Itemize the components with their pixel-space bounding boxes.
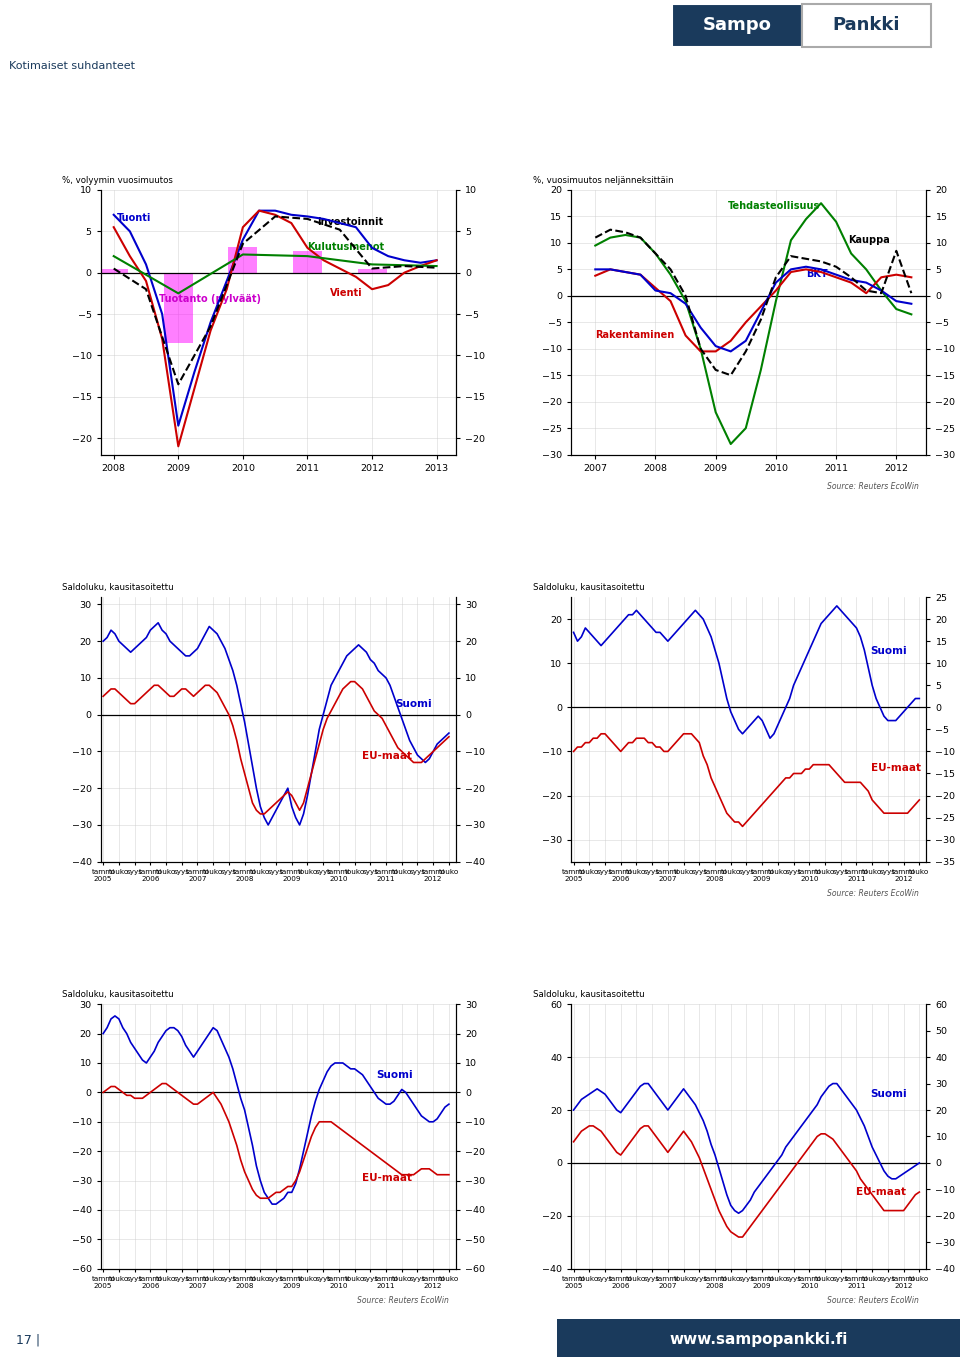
Text: EU-maat: EU-maat [363,750,413,761]
Text: Saldoluku, kausitasoitettu: Saldoluku, kausitasoitettu [533,991,644,999]
Text: Investoinnit: Investoinnit [317,217,383,227]
Text: Kulutusmenot: Kulutusmenot [307,242,385,251]
Text: Source: Reuters EcoWin: Source: Reuters EcoWin [828,482,920,491]
Text: Saldoluku, kausitasoitettu: Saldoluku, kausitasoitettu [62,584,174,592]
Text: Suomi: Suomi [871,646,907,657]
Text: Palvelualojen luottamus: Palvelualojen luottamus [538,947,680,959]
Bar [357,269,387,273]
Text: Pankki: Pankki [832,16,900,34]
Text: Source: Reuters EcoWin: Source: Reuters EcoWin [828,1296,920,1305]
FancyBboxPatch shape [672,4,802,47]
Text: Tuotanto (pylväät): Tuotanto (pylväät) [159,293,261,304]
Text: Kauppa: Kauppa [848,235,890,244]
Text: Saldoluku, kausitasoitettu: Saldoluku, kausitasoitettu [62,991,174,999]
Text: BKT: BKT [806,269,828,280]
Text: Kuluttajien luottamus: Kuluttajien luottamus [538,540,665,552]
Text: Rakentaminen: Rakentaminen [595,330,675,341]
Text: EU-maat: EU-maat [871,763,921,773]
Bar [293,251,322,273]
Text: Tuotanto toimialoittain: Tuotanto toimialoittain [538,133,672,145]
Text: %, volyymin vuosimuutos: %, volyymin vuosimuutos [62,176,173,185]
Text: Saldoluku, kausitasoitettu: Saldoluku, kausitasoitettu [533,584,644,592]
Text: Suomi: Suomi [376,1069,413,1080]
Text: %, vuosimuutos neljänneksittäin: %, vuosimuutos neljänneksittäin [533,176,673,185]
Text: Source: Reuters EcoWin: Source: Reuters EcoWin [357,1296,449,1305]
Text: Sampo: Sampo [703,16,772,34]
Text: www.sampopankki.fi: www.sampopankki.fi [669,1333,848,1348]
Text: Teollisuuden luottamus: Teollisuuden luottamus [67,540,204,552]
Bar [164,273,193,343]
Text: Suomi: Suomi [871,1088,907,1099]
Text: Tehdasteollisuus: Tehdasteollisuus [728,201,820,210]
FancyBboxPatch shape [802,4,931,47]
Text: Rakennusalan luottamus: Rakennusalan luottamus [67,947,214,959]
Text: Source: Reuters EcoWin: Source: Reuters EcoWin [828,889,920,898]
Text: Tuonti: Tuonti [117,213,152,224]
Text: Tarjonta ja kysyntä, ennusteet vuosille 2012-2013: Tarjonta ja kysyntä, ennusteet vuosille … [67,133,363,145]
Text: EU-maat: EU-maat [856,1187,906,1197]
Text: Suomi: Suomi [396,699,432,710]
Text: EU-maat: EU-maat [363,1172,413,1182]
Text: Vienti: Vienti [330,288,363,297]
FancyBboxPatch shape [557,1319,960,1357]
Bar [99,269,129,273]
Bar [228,247,257,273]
Text: Kotimaiset suhdanteet: Kotimaiset suhdanteet [9,61,134,72]
Text: 17 |: 17 | [16,1334,40,1346]
